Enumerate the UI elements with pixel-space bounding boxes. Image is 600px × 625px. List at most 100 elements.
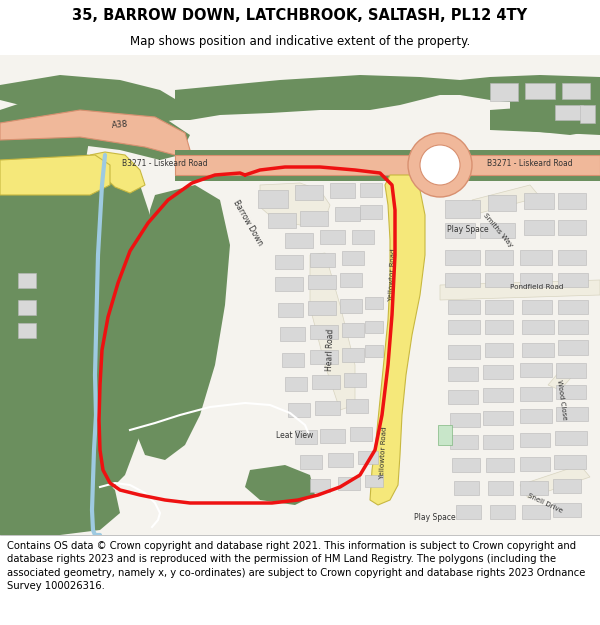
Bar: [258, 190, 288, 208]
Bar: [308, 275, 336, 289]
Bar: [285, 377, 307, 391]
Polygon shape: [175, 173, 420, 181]
Bar: [520, 481, 548, 495]
Text: 35, BARROW DOWN, LATCHBROOK, SALTASH, PL12 4TY: 35, BARROW DOWN, LATCHBROOK, SALTASH, PL…: [73, 8, 527, 23]
Bar: [555, 105, 583, 120]
Bar: [310, 479, 330, 492]
Bar: [18, 300, 36, 315]
Bar: [338, 477, 360, 490]
Bar: [553, 479, 581, 493]
Polygon shape: [310, 253, 355, 410]
Bar: [342, 348, 364, 362]
Bar: [483, 411, 513, 425]
Bar: [295, 185, 323, 200]
Bar: [450, 435, 478, 449]
Text: A38: A38: [112, 120, 128, 130]
Polygon shape: [0, 75, 185, 125]
Bar: [525, 83, 555, 99]
Bar: [485, 343, 513, 357]
Bar: [556, 363, 586, 378]
Bar: [448, 390, 478, 404]
Polygon shape: [520, 465, 590, 498]
Bar: [483, 365, 513, 379]
Bar: [18, 323, 36, 338]
Bar: [448, 345, 480, 359]
Bar: [320, 230, 345, 244]
Bar: [485, 250, 513, 265]
Bar: [445, 250, 480, 265]
Bar: [524, 193, 554, 209]
Bar: [520, 457, 550, 471]
Polygon shape: [472, 185, 540, 213]
Bar: [360, 205, 382, 219]
Bar: [520, 250, 552, 265]
Bar: [558, 273, 588, 287]
Bar: [278, 303, 303, 317]
Text: Map shows position and indicative extent of the property.: Map shows position and indicative extent…: [130, 35, 470, 48]
Polygon shape: [0, 55, 600, 535]
Bar: [282, 353, 304, 367]
Bar: [555, 431, 587, 445]
Polygon shape: [0, 105, 190, 160]
Polygon shape: [548, 365, 578, 390]
Polygon shape: [175, 75, 600, 120]
Polygon shape: [260, 183, 330, 225]
Polygon shape: [490, 105, 600, 135]
Bar: [556, 407, 588, 421]
Bar: [454, 481, 479, 495]
Polygon shape: [175, 155, 420, 175]
Text: Snell Drive: Snell Drive: [527, 492, 563, 514]
Polygon shape: [510, 77, 600, 135]
Text: Wood Close: Wood Close: [556, 379, 568, 421]
Polygon shape: [460, 155, 600, 175]
Bar: [312, 375, 340, 389]
Text: Hearl Road: Hearl Road: [325, 329, 335, 371]
Polygon shape: [0, 150, 155, 513]
Bar: [558, 320, 588, 334]
Bar: [18, 273, 36, 288]
Bar: [488, 195, 516, 211]
Bar: [485, 320, 513, 334]
Bar: [522, 343, 554, 357]
Bar: [340, 299, 362, 313]
Circle shape: [408, 133, 472, 197]
Bar: [342, 323, 364, 337]
Bar: [340, 273, 362, 287]
Polygon shape: [370, 175, 425, 505]
Bar: [486, 458, 514, 472]
Bar: [490, 83, 518, 101]
Polygon shape: [460, 150, 600, 157]
Bar: [438, 425, 452, 445]
Bar: [330, 183, 355, 198]
Polygon shape: [175, 150, 420, 157]
Bar: [580, 105, 595, 123]
Bar: [448, 367, 478, 381]
Text: Pondfield Road: Pondfield Road: [510, 284, 563, 290]
Bar: [310, 253, 335, 267]
Bar: [300, 211, 328, 226]
Bar: [308, 301, 336, 315]
Bar: [520, 273, 552, 287]
Text: Play Space: Play Space: [447, 226, 489, 234]
Bar: [556, 385, 586, 399]
Bar: [522, 505, 550, 519]
Text: Smiths Way: Smiths Way: [482, 212, 514, 248]
Bar: [558, 193, 586, 209]
Bar: [520, 433, 550, 447]
Text: Leat View: Leat View: [277, 431, 314, 439]
Text: Play Space: Play Space: [414, 512, 456, 521]
Bar: [558, 250, 586, 265]
Polygon shape: [0, 155, 110, 195]
Bar: [520, 363, 552, 377]
Bar: [520, 387, 552, 401]
Bar: [350, 427, 372, 441]
Bar: [352, 230, 374, 244]
Bar: [445, 223, 475, 238]
Bar: [288, 403, 310, 417]
Polygon shape: [460, 173, 600, 181]
Bar: [483, 435, 513, 449]
Text: Yellowtor Road: Yellowtor Road: [379, 427, 388, 479]
Text: B3271 - Liskeard Road: B3271 - Liskeard Road: [487, 159, 573, 169]
Bar: [365, 345, 383, 357]
Bar: [365, 297, 383, 309]
